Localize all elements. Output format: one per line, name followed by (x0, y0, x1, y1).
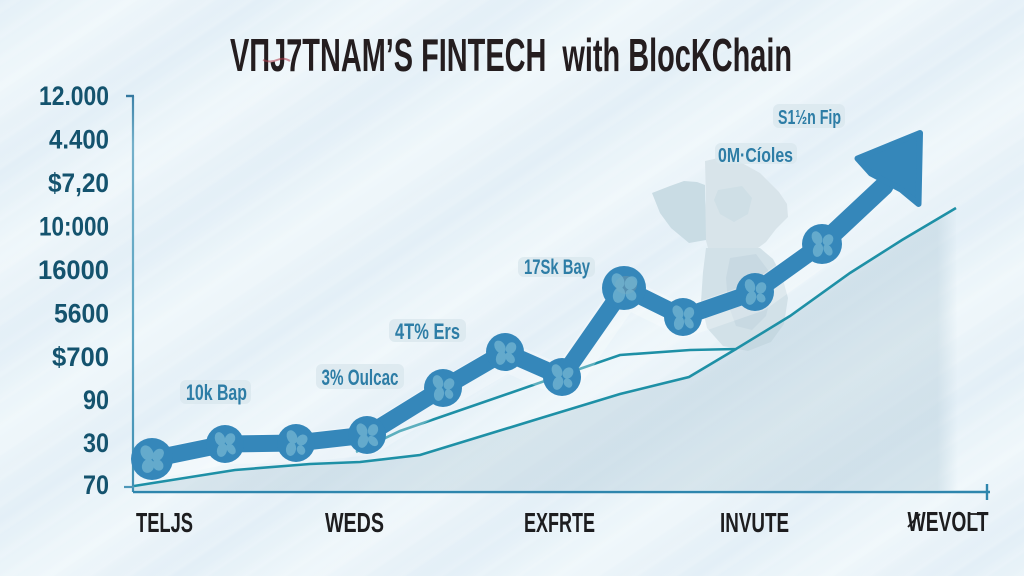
svg-text:3% Oulcac: 3% Oulcac (322, 365, 399, 390)
svg-text:S1½n Fip: S1½n Fip (778, 107, 841, 129)
svg-text:70: 70 (83, 470, 109, 500)
svg-text:17Sk Bay: 17Sk Bay (524, 256, 590, 279)
svg-text:0M·Cíoles: 0M·Cíoles (718, 145, 793, 167)
svg-text:WEDS: WEDS (325, 507, 384, 538)
svg-text:TELJS: TELJS (136, 507, 193, 538)
svg-text:EXFRTE: EXFRTE (524, 507, 595, 538)
svg-text:10k Bap: 10k Bap (186, 380, 247, 405)
svg-text:4T% Ers: 4T% Ers (395, 319, 460, 344)
svg-text:30: 30 (83, 428, 109, 458)
svg-text:$7,20: $7,20 (48, 168, 109, 198)
svg-text:$700: $700 (52, 342, 109, 372)
svg-text:VΠJ7TNAM’S FINTECH with BlocK: VΠJ7TNAM’S FINTECH with BlocKChain (230, 29, 792, 81)
svg-text:5600: 5600 (54, 299, 109, 329)
svg-text:WEVOLT: WEVOLT (908, 506, 989, 537)
svg-text:16000: 16000 (38, 255, 109, 285)
svg-text:4.400: 4.400 (49, 125, 109, 155)
svg-text:10:000: 10:000 (39, 212, 109, 242)
svg-text:12.000: 12.000 (39, 81, 109, 111)
svg-text:INVUTE: INVUTE (720, 507, 789, 538)
svg-text:90: 90 (83, 385, 109, 415)
